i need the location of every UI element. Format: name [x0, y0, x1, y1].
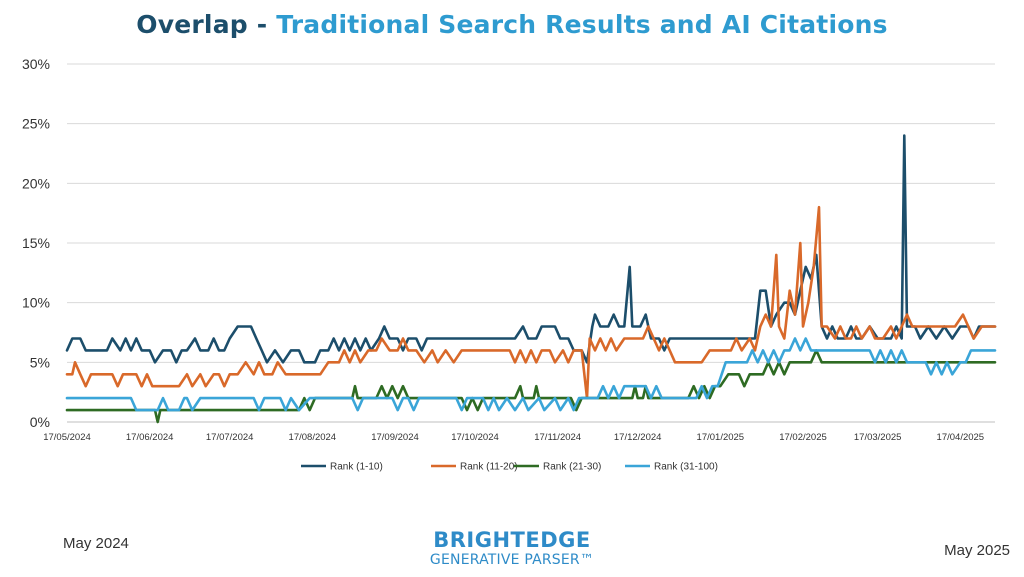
legend-label: Rank (1-10) — [330, 462, 383, 473]
y-axis-ticks: 0% 5% 10% 15% 20% 25% 30% — [22, 56, 50, 430]
footer-end-date: May 2025 — [944, 542, 1010, 559]
footer-start-date: May 2024 — [63, 535, 129, 552]
x-tick-label: 17/09/2024 — [371, 432, 419, 443]
title-part2: Traditional Search Results and AI Citati… — [276, 10, 888, 39]
x-tick-label: 17/06/2024 — [126, 432, 174, 443]
x-axis-ticks: 17/05/2024 17/06/2024 17/07/2024 17/08/2024… — [43, 432, 984, 443]
title-part1: Overlap — [136, 10, 248, 39]
y-tick-label: 0% — [30, 414, 50, 430]
x-tick-label: 17/07/2024 — [206, 432, 254, 443]
x-tick-label: 17/03/2025 — [854, 432, 902, 443]
y-tick-label: 30% — [22, 56, 50, 72]
legend-label: Rank (11-20) — [460, 462, 518, 473]
y-tick-label: 5% — [30, 354, 50, 370]
legend-label: Rank (31-100) — [654, 462, 718, 473]
x-tick-label: 17/02/2025 — [779, 432, 827, 443]
x-tick-label: 17/11/2024 — [534, 432, 581, 443]
chart-grid — [67, 63, 995, 423]
series-line-3 — [65, 349, 997, 424]
brand-subtitle: GENERATIVE PARSER™ — [429, 552, 595, 568]
chart-legend: Rank (1-10) Rank (11-20) Rank (21-30) Rank … — [301, 462, 718, 473]
title-separator: - — [247, 10, 277, 39]
x-tick-label: 17/12/2024 — [614, 432, 662, 443]
brand-logo: BRIGHTEDGE GENERATIVE PARSER™ — [0, 528, 1024, 568]
x-tick-label: 17/01/2025 — [697, 432, 745, 443]
series-line-1 — [65, 134, 997, 364]
y-tick-label: 15% — [22, 235, 50, 251]
chart-series — [65, 134, 997, 424]
x-tick-label: 17/10/2024 — [451, 432, 499, 443]
y-tick-label: 10% — [22, 295, 50, 311]
series-line-2 — [65, 205, 997, 400]
chart-title: Overlap - Traditional Search Results and… — [0, 10, 1024, 39]
y-tick-label: 20% — [22, 175, 50, 191]
brand-name: BRIGHTEDGE — [433, 528, 591, 552]
x-tick-label: 17/05/2024 — [43, 432, 91, 443]
x-tick-label: 17/08/2024 — [289, 432, 337, 443]
x-tick-label: 17/04/2025 — [937, 432, 985, 443]
series-line-4 — [65, 337, 997, 412]
y-tick-label: 25% — [22, 116, 50, 132]
legend-label: Rank (21-30) — [543, 462, 601, 473]
